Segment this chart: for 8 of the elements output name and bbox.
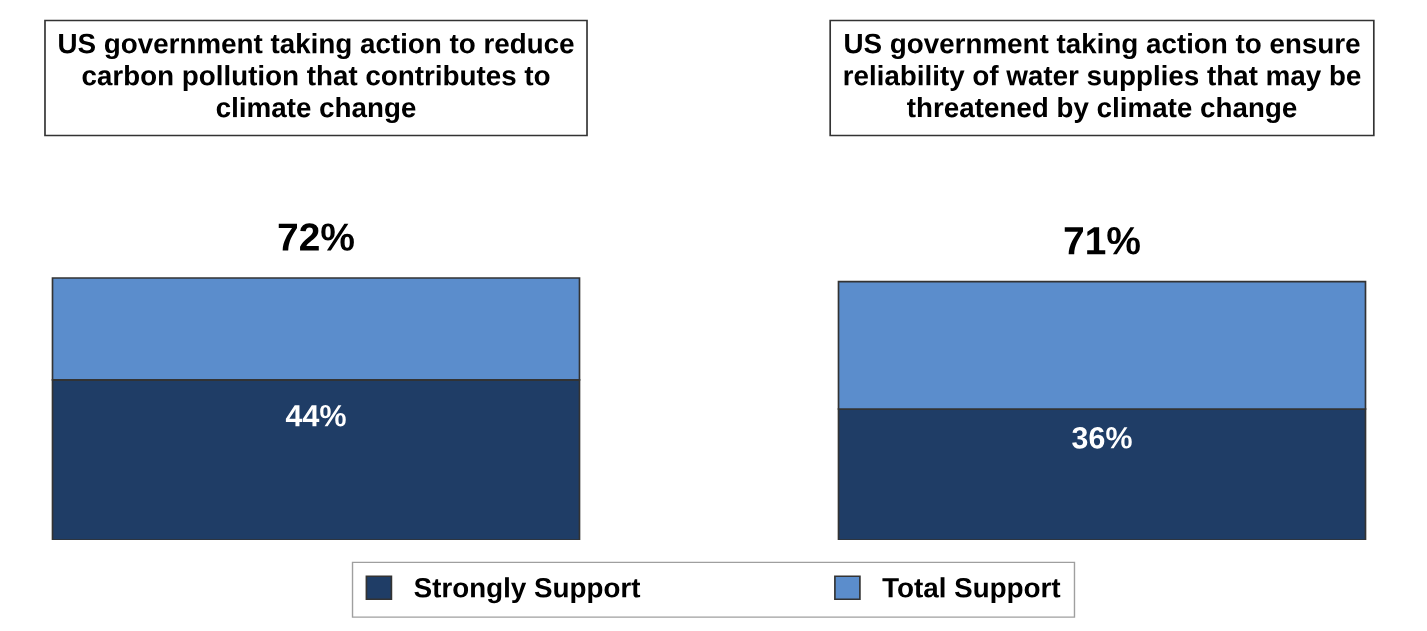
data-label: 36% (1072, 427, 1132, 449)
legend-label: Total Support (882, 577, 1061, 604)
legend-label: Strongly Support (414, 577, 641, 604)
total-label: 71% (1064, 227, 1140, 255)
x-tick-label: US government taking action to reduce carbon pollution that contributes to climate change (59, 33, 574, 123)
x-tick-label: US government taking action to ensure reliability of water supplies that may be threatened by climate change (844, 33, 1361, 123)
total-label: 72% (278, 223, 354, 251)
data-label: 44% (285, 404, 346, 427)
